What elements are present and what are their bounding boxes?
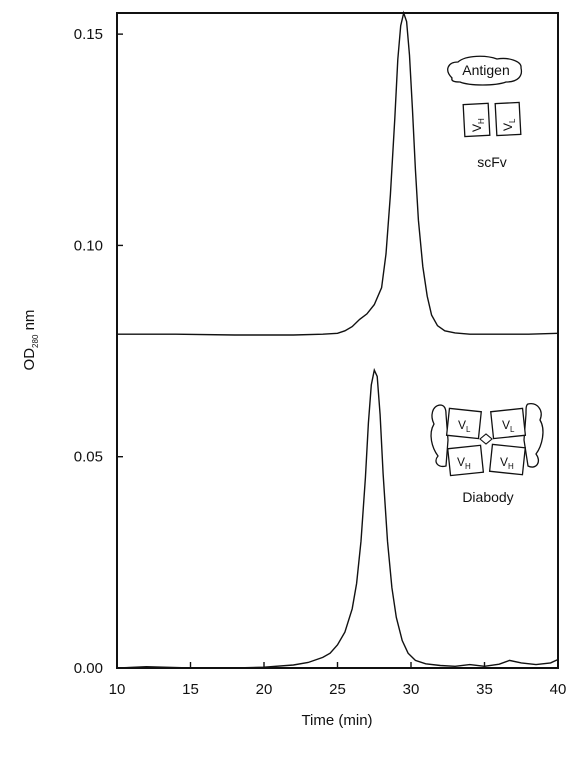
x-tick-label: 10 [109, 681, 126, 698]
series-line-diabody [116, 367, 559, 669]
diabody-caption: Diabody [462, 489, 513, 505]
vh-label: VH [470, 118, 486, 132]
x-axis-title: Time (min) [301, 712, 372, 729]
axis-ticks [116, 33, 559, 669]
series-line-scfv [117, 10, 559, 336]
x-tick-label: 15 [182, 681, 199, 698]
vl-label: VL [501, 118, 517, 131]
x-tick-label: 30 [403, 681, 420, 698]
diabody-vl-left-label: VL [458, 418, 471, 434]
y-tick-labels: 0.00 0.05 0.10 0.15 [74, 26, 103, 677]
vh-domain [462, 102, 491, 138]
diabody-vh-right [488, 443, 526, 476]
x-tick-label: 40 [550, 681, 567, 698]
diabody-annotation: VL VL VH VH Diabody [430, 403, 544, 505]
y-tick-label: 0.10 [74, 237, 103, 254]
scfv-annotation: Antigen VH VL scFv [447, 55, 523, 170]
antigen-right-shape [523, 403, 544, 468]
antigen-shape [447, 55, 523, 86]
diabody-vl-right [490, 407, 527, 440]
plot-frame [116, 12, 559, 669]
vl-domain [494, 101, 522, 137]
diabody-vh-left-label: VH [457, 455, 471, 471]
y-tick-label: 0.00 [74, 660, 103, 677]
diabody-vl-right-label: VL [502, 418, 515, 434]
antigen-label: Antigen [462, 62, 509, 78]
y-axis-title: OD280 nm [21, 310, 40, 371]
scfv-caption: scFv [477, 154, 507, 170]
diabody-linker [479, 433, 493, 445]
x-tick-labels: 10 15 20 25 30 35 40 [109, 681, 567, 698]
diabody-vl-left [445, 407, 482, 440]
x-tick-label: 25 [329, 681, 346, 698]
x-tick-label: 35 [476, 681, 493, 698]
antigen-left-shape [430, 404, 449, 468]
diabody-vh-right-label: VH [500, 455, 514, 471]
y-tick-label: 0.15 [74, 26, 103, 43]
diabody-vh-left [447, 444, 485, 477]
y-tick-label: 0.05 [74, 449, 103, 466]
x-tick-label: 20 [256, 681, 273, 698]
